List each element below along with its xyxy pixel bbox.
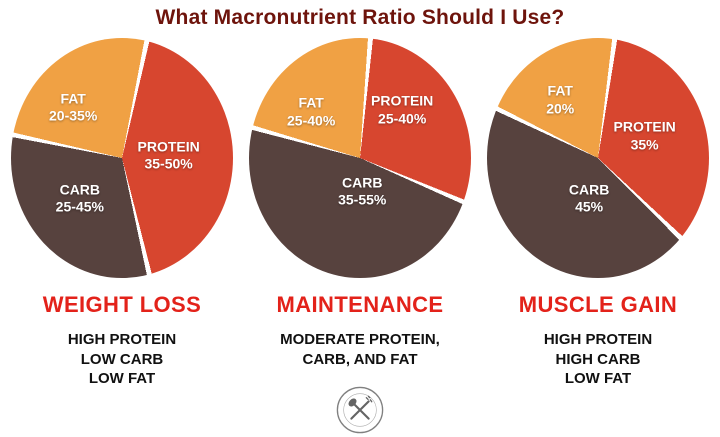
chart-notes: HIGH PROTEIN HIGH CARB LOW FAT — [480, 330, 716, 389]
chart-description-line: LOW FAT — [564, 370, 632, 387]
slice-label-fat: FAT 20% — [546, 83, 574, 118]
slice-value: 25-40% — [287, 112, 336, 129]
chart-description-line: MODERATE PROTEIN, — [280, 331, 440, 348]
slice-value: 35% — [630, 136, 659, 153]
slice-label-carb: CARB 45% — [569, 181, 609, 216]
slice-name: PROTEIN — [137, 138, 200, 155]
slice-label-carb: CARB 25-45% — [56, 181, 104, 216]
slice-name: CARB — [568, 181, 610, 198]
pie-chart-maintenance: PROTEIN 25-40% CARB 35-55% FAT 25-40% — [249, 38, 471, 278]
slice-label-fat: FAT 25-40% — [287, 95, 335, 130]
chart-column-muscle-gain: PROTEIN 35% CARB 45% FAT 20% MUSCLE GAIN… — [480, 32, 716, 389]
slice-value: 25-45% — [55, 198, 104, 215]
slice-name: PROTEIN — [371, 92, 434, 109]
charts-row: PROTEIN 35-50% CARB 25-45% FAT 20-35% WE… — [0, 32, 720, 389]
slice-name: CARB — [59, 181, 101, 198]
chart-description-line — [242, 369, 478, 370]
chart-heading-muscle-gain: MUSCLE GAIN — [518, 292, 678, 317]
slice-label-carb: CARB 35-55% — [338, 174, 386, 209]
pie-chart-weight-loss: PROTEIN 35-50% CARB 25-45% FAT 20-35% — [11, 38, 233, 278]
slice-label-fat: FAT 20-35% — [49, 90, 97, 125]
slice-name: FAT — [547, 82, 573, 99]
chart-description-line: HIGH PROTEIN — [543, 331, 653, 348]
chart-column-maintenance: PROTEIN 25-40% CARB 35-55% FAT 25-40% MA… — [242, 32, 478, 389]
slice-value: 20-35% — [49, 107, 98, 124]
slice-value: 35-55% — [338, 191, 387, 208]
slice-value: 25-40% — [378, 110, 427, 126]
chart-heading-weight-loss: WEIGHT LOSS — [42, 292, 202, 317]
chart-description-line: LOW CARB — [80, 350, 164, 368]
slice-value: 35-50% — [144, 155, 193, 172]
chart-notes: MODERATE PROTEIN, CARB, AND FAT — [242, 330, 478, 370]
chart-notes: HIGH PROTEIN LOW CARB LOW FAT — [4, 330, 240, 389]
pie-chart-muscle-gain: PROTEIN 35% CARB 45% FAT 20% — [487, 38, 709, 278]
chart-description-line: HIGH CARB — [555, 350, 641, 368]
slice-value: 45% — [575, 198, 604, 215]
chart-column-weight-loss: PROTEIN 35-50% CARB 25-45% FAT 20-35% WE… — [4, 32, 240, 389]
chart-heading-maintenance: MAINTENANCE — [276, 292, 444, 317]
crossed-utensils-logo-icon — [336, 386, 384, 434]
slice-value: 20% — [546, 100, 575, 117]
slice-name: FAT — [298, 94, 324, 111]
chart-description-line: CARB, AND FAT — [302, 350, 418, 368]
slice-name: CARB — [341, 174, 383, 191]
slice-label-protein: PROTEIN 25-40% — [371, 93, 433, 128]
slice-name: PROTEIN — [613, 118, 676, 135]
slice-name: FAT — [60, 90, 86, 107]
slice-label-protein: PROTEIN 35% — [613, 119, 675, 154]
slice-label-protein: PROTEIN 35-50% — [137, 138, 199, 173]
chart-description-line: LOW FAT — [88, 370, 156, 387]
chart-description-line: HIGH PROTEIN — [67, 331, 177, 348]
infographic-title: What Macronutrient Ratio Should I Use? — [155, 6, 565, 29]
